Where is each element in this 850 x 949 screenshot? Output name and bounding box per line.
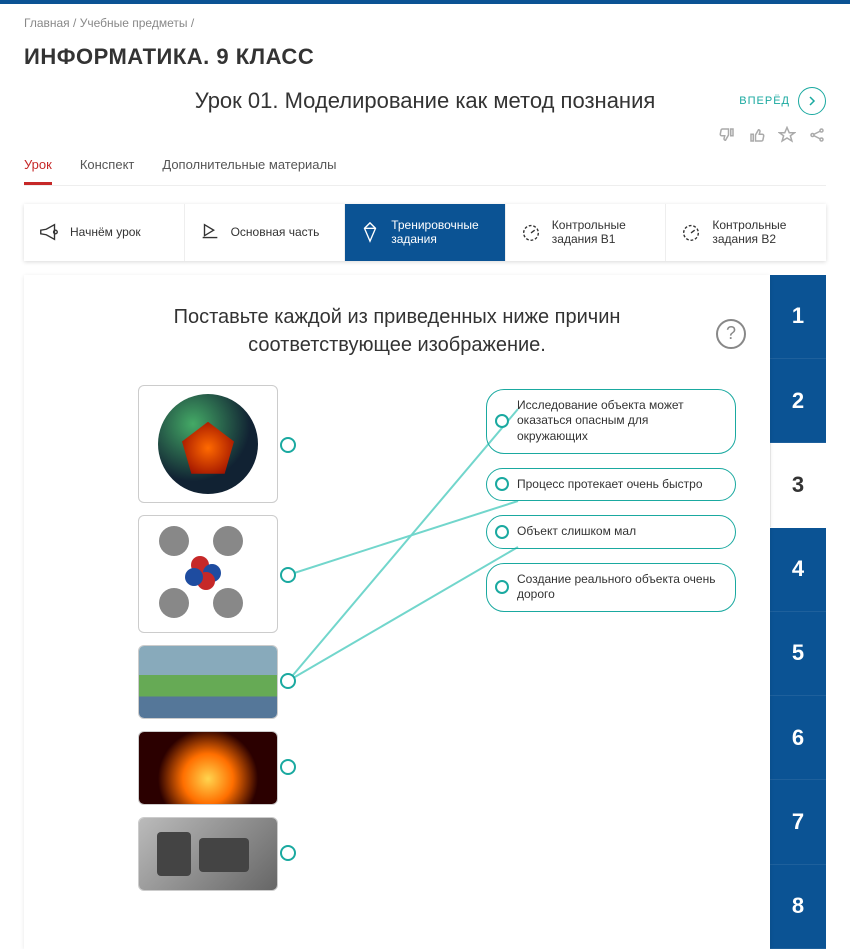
answer-option[interactable]: Создание реального объекта очень дорого	[486, 563, 736, 612]
diamond-icon	[359, 221, 381, 243]
step-megaphone[interactable]: Начнём урок	[24, 204, 185, 261]
match-image-explosion[interactable]	[138, 731, 278, 805]
step-diamond[interactable]: Тренировочные задания	[345, 204, 506, 261]
tab-конспект[interactable]: Конспект	[80, 157, 135, 185]
timer-icon	[520, 221, 542, 243]
left-connector-explosion[interactable]	[280, 759, 296, 775]
answer-option[interactable]: Исследование объекта может оказаться опа…	[486, 389, 736, 454]
left-connector-atom-model[interactable]	[280, 567, 296, 583]
match-image-atom-model[interactable]	[138, 515, 278, 633]
match-image-city-model[interactable]	[138, 645, 278, 719]
tab-дополнительные-материалы[interactable]: Дополнительные материалы	[162, 157, 336, 185]
breadcrumb: Главная / Учебные предметы /	[24, 16, 826, 30]
lesson-steps: Начнём урок Основная часть Тренировочные з…	[24, 204, 826, 261]
question-nav-4[interactable]: 4	[770, 528, 826, 612]
page-title: ИНФОРМАТИКА. 9 КЛАСС	[24, 44, 826, 70]
exercise-prompt: Поставьте каждой из приведенных ниже при…	[127, 303, 667, 359]
content-tabs: Урок Конспект Дополнительные материалы	[24, 157, 826, 186]
question-number-nav: 12345678	[770, 275, 826, 949]
right-connector[interactable]	[495, 477, 509, 491]
help-button[interactable]: ?	[716, 319, 746, 349]
right-connector[interactable]	[495, 525, 509, 539]
step-label: Основная часть	[231, 225, 320, 239]
right-connector[interactable]	[495, 580, 509, 594]
step-label: Начнём урок	[70, 225, 141, 239]
match-image-earth-cutaway[interactable]	[138, 385, 278, 503]
share-icon[interactable]	[808, 126, 826, 149]
thumbs-down-icon[interactable]	[718, 126, 736, 149]
question-nav-3[interactable]: 3	[770, 443, 826, 527]
exercise-panel: Поставьте каждой из приведенных ниже при…	[24, 275, 770, 949]
thumbs-up-icon[interactable]	[748, 126, 766, 149]
tab-урок[interactable]: Урок	[24, 157, 52, 185]
reaction-bar	[24, 126, 826, 149]
star-icon[interactable]	[778, 126, 796, 149]
question-nav-2[interactable]: 2	[770, 359, 826, 443]
step-label: Контрольные задания В1	[552, 218, 652, 247]
left-connector-engine[interactable]	[280, 845, 296, 861]
answer-option[interactable]: Объект слишком мал	[486, 515, 736, 549]
breadcrumb-home[interactable]: Главная	[24, 16, 70, 30]
timer-icon	[680, 221, 702, 243]
play-icon	[199, 221, 221, 243]
forward-button[interactable]: ВПЕРЁД	[739, 87, 826, 115]
forward-label: ВПЕРЁД	[739, 95, 790, 107]
step-timer[interactable]: Контрольные задания В2	[666, 204, 826, 261]
chevron-right-icon	[798, 87, 826, 115]
answer-option[interactable]: Процесс протекает очень быстро	[486, 468, 736, 502]
step-timer[interactable]: Контрольные задания В1	[506, 204, 667, 261]
question-nav-8[interactable]: 8	[770, 865, 826, 949]
question-nav-7[interactable]: 7	[770, 780, 826, 864]
question-nav-1[interactable]: 1	[770, 275, 826, 359]
megaphone-icon	[38, 221, 60, 243]
question-nav-5[interactable]: 5	[770, 612, 826, 696]
lesson-title: Урок 01. Моделирование как метод познани…	[195, 88, 656, 114]
left-connector-earth-cutaway[interactable]	[280, 437, 296, 453]
breadcrumb-subjects[interactable]: Учебные предметы	[80, 16, 188, 30]
step-play[interactable]: Основная часть	[185, 204, 346, 261]
match-image-engine[interactable]	[138, 817, 278, 891]
question-nav-6[interactable]: 6	[770, 696, 826, 780]
left-connector-city-model[interactable]	[280, 673, 296, 689]
step-label: Контрольные задания В2	[712, 218, 812, 247]
step-label: Тренировочные задания	[391, 218, 491, 247]
matching-area[interactable]: Исследование объекта может оказаться опа…	[48, 385, 746, 925]
right-connector[interactable]	[495, 414, 509, 428]
